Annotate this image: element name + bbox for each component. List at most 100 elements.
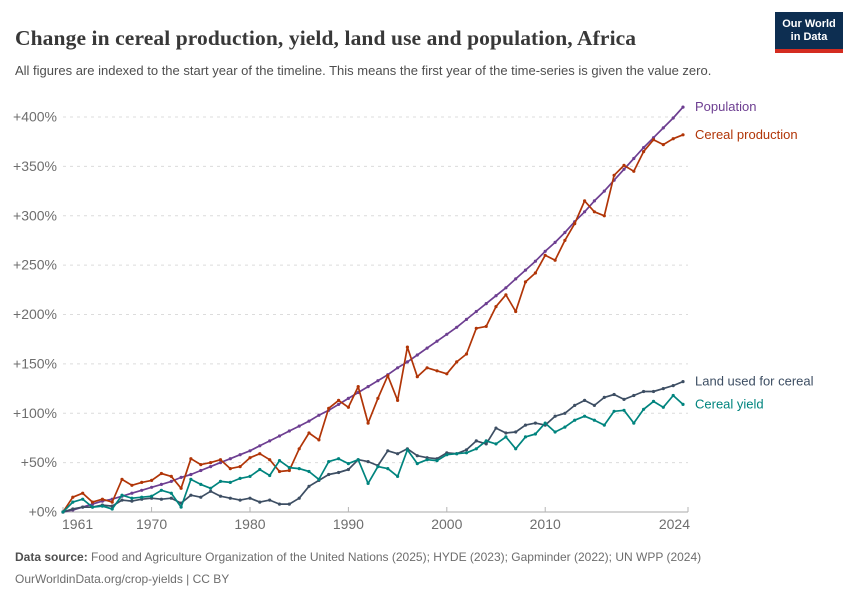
data-point-cereal-yield (602, 423, 606, 427)
data-point-land-used-for-cereal (346, 467, 350, 472)
data-point-cereal-yield (622, 408, 626, 412)
data-point-cereal-production (189, 457, 193, 461)
data-point-cereal-production (287, 468, 291, 473)
data-point-cereal-yield (268, 473, 272, 478)
data-point-land-used-for-cereal (287, 502, 291, 506)
y-axis-tick-label: +400% (13, 109, 57, 125)
data-point-cereal-production (523, 280, 528, 284)
data-point-land-used-for-cereal (277, 502, 282, 506)
data-point-cereal-yield (415, 462, 419, 466)
data-point-cereal-yield (681, 402, 685, 406)
data-point-population (297, 424, 301, 428)
data-point-cereal-production (671, 137, 675, 141)
data-point-cereal-yield (179, 505, 183, 509)
citation-line[interactable]: OurWorldinData.org/crop-yields | CC BY (15, 572, 230, 586)
data-point-population (543, 249, 547, 253)
data-point-cereal-yield (464, 451, 469, 455)
data-point-cereal-production (140, 480, 144, 484)
data-point-cereal-yield (277, 459, 282, 463)
data-point-cereal-yield (248, 474, 252, 478)
data-point-cereal-production (464, 352, 469, 356)
data-point-cereal-yield (592, 418, 597, 422)
series-label-cereal-yield[interactable]: Cereal yield (695, 396, 764, 411)
data-point-land-used-for-cereal (199, 495, 203, 499)
data-point-population (218, 461, 223, 465)
data-point-cereal-yield (661, 405, 665, 409)
data-point-cereal-yield (71, 500, 75, 504)
data-point-land-used-for-cereal (484, 442, 488, 446)
data-point-land-used-for-cereal (209, 489, 213, 493)
data-point-cereal-production (415, 375, 419, 379)
data-point-cereal-yield (228, 480, 232, 484)
data-point-cereal-production (337, 398, 341, 402)
data-point-cereal-production (258, 452, 262, 456)
data-point-land-used-for-cereal (297, 496, 301, 500)
series-line-cereal-production[interactable] (62, 133, 684, 513)
series-label-population[interactable]: Population (695, 99, 756, 114)
data-point-population (179, 475, 183, 479)
data-point-cereal-yield (504, 435, 508, 439)
data-point-cereal-production (228, 467, 232, 471)
data-point-cereal-yield (100, 504, 104, 508)
data-point-land-used-for-cereal (612, 392, 616, 397)
data-point-cereal-production (199, 463, 203, 467)
data-point-population (592, 199, 597, 203)
data-point-population (425, 346, 429, 350)
data-point-cereal-yield (346, 462, 350, 466)
data-point-land-used-for-cereal (120, 498, 124, 502)
data-point-land-used-for-cereal (337, 470, 341, 475)
owid-logo-line1: Our World (782, 17, 836, 30)
data-point-cereal-yield (474, 447, 478, 451)
chart-title: Change in cereal production, yield, land… (15, 26, 637, 51)
owid-logo[interactable]: Our World in Data (775, 12, 843, 53)
data-point-cereal-production (612, 173, 616, 177)
series-line-population[interactable] (62, 106, 684, 513)
data-point-cereal-yield (455, 452, 459, 456)
data-point-cereal-production (376, 396, 380, 400)
data-point-cereal-yield (386, 467, 390, 471)
data-point-cereal-production (504, 293, 508, 297)
data-point-land-used-for-cereal (504, 431, 508, 435)
data-point-cereal-production (563, 238, 567, 242)
data-point-land-used-for-cereal (268, 498, 272, 502)
data-point-population (583, 210, 587, 214)
data-point-cereal-production (297, 447, 301, 451)
data-point-cereal-yield (425, 458, 429, 462)
data-point-land-used-for-cereal (661, 387, 665, 391)
data-point-cereal-production (218, 458, 223, 462)
x-axis-tick-label: 1990 (333, 516, 364, 532)
data-point-population (484, 302, 488, 306)
data-point-population (189, 472, 193, 477)
data-point-cereal-yield (297, 467, 301, 471)
series-label-land-used-for-cereal[interactable]: Land used for cereal (695, 374, 814, 389)
data-point-land-used-for-cereal (671, 384, 675, 388)
data-point-cereal-production (268, 458, 272, 462)
series-line-cereal-yield[interactable] (62, 394, 684, 513)
data-point-population (435, 339, 439, 343)
data-point-cereal-yield (287, 466, 291, 470)
data-point-cereal-yield (356, 458, 360, 462)
data-point-cereal-production (277, 469, 282, 474)
data-point-cereal-production (592, 210, 597, 214)
data-point-population (277, 434, 282, 438)
data-point-population (455, 325, 459, 329)
data-point-cereal-production (209, 461, 213, 465)
data-point-cereal-yield (651, 399, 656, 403)
data-point-cereal-yield (238, 476, 242, 480)
data-point-cereal-production (317, 438, 321, 442)
data-point-cereal-production (81, 491, 85, 495)
data-point-cereal-production (445, 372, 449, 376)
data-point-cereal-production (681, 133, 685, 137)
data-point-cereal-production (100, 497, 104, 501)
data-point-land-used-for-cereal (642, 389, 646, 394)
data-point-cereal-yield (553, 430, 557, 434)
data-point-cereal-production (169, 474, 173, 478)
data-point-cereal-production (159, 471, 163, 476)
data-point-cereal-production (238, 465, 242, 469)
series-line-land-used-for-cereal[interactable] (62, 380, 684, 513)
data-point-cereal-production (90, 500, 95, 504)
series-label-cereal-production[interactable]: Cereal production (695, 127, 798, 142)
data-point-land-used-for-cereal (494, 426, 498, 430)
data-point-population (376, 379, 380, 383)
